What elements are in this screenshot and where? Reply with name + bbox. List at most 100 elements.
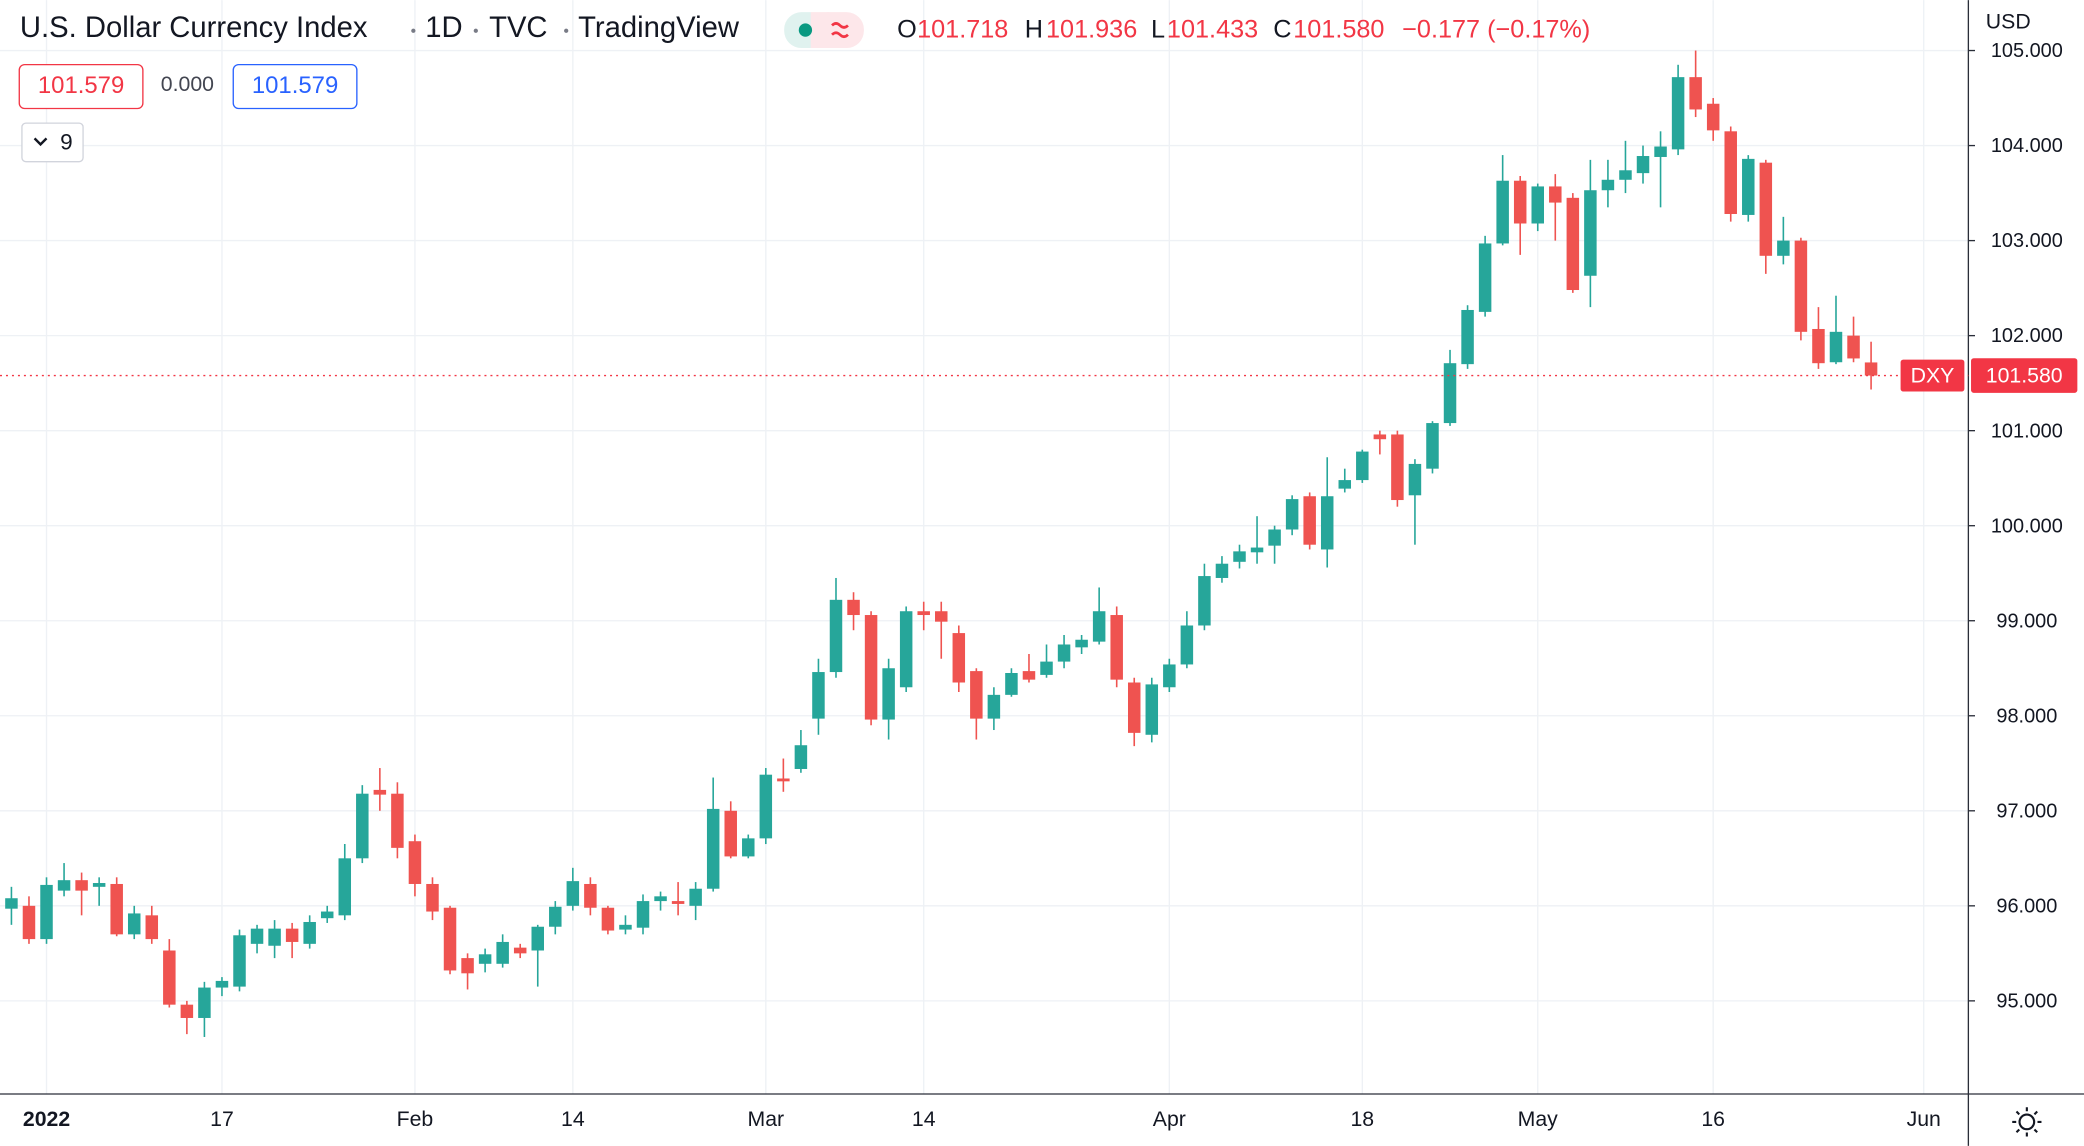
candle-body xyxy=(1356,451,1369,481)
y-tick-label: 103.000 xyxy=(1991,230,2063,252)
indicator-value: 101.579 xyxy=(38,72,124,99)
candle-body xyxy=(1478,243,1492,312)
candle-body xyxy=(443,907,457,971)
ohlc-key: C xyxy=(1273,15,1291,43)
candle-body xyxy=(5,898,18,909)
ohlc-key: O xyxy=(897,15,917,43)
candle-body xyxy=(1303,496,1316,545)
candle-body xyxy=(1531,186,1544,224)
candle-body xyxy=(1671,77,1685,150)
candle-body xyxy=(1145,684,1159,735)
candle-body xyxy=(935,611,948,622)
market-open-dot xyxy=(798,23,813,37)
y-tick-label: 104.000 xyxy=(1991,135,2063,157)
y-tick-label: 102.000 xyxy=(1991,325,2063,347)
candle-body xyxy=(952,633,966,683)
x-tick-label: 16 xyxy=(1701,1107,1725,1131)
interval: 1D xyxy=(425,12,462,44)
candle-body xyxy=(654,896,667,902)
candle-body xyxy=(478,954,492,964)
candle-body xyxy=(1285,499,1299,530)
candle-body xyxy=(1584,190,1597,276)
candle-body xyxy=(584,883,597,908)
candle-body xyxy=(127,913,141,935)
candle-body xyxy=(706,808,720,889)
x-tick-label: Mar xyxy=(748,1107,785,1131)
candle-body xyxy=(145,915,159,940)
candle-body xyxy=(1110,615,1123,680)
candle-body xyxy=(1636,156,1650,174)
y-tick-label: 97.000 xyxy=(1996,800,2057,822)
legend: U.S. Dollar Currency Index 1D TVC Tradin… xyxy=(18,12,1590,163)
candle-body xyxy=(917,611,930,616)
candle-body xyxy=(899,611,913,688)
candle-body xyxy=(1742,158,1755,215)
candle-body xyxy=(1268,529,1281,546)
candle-body xyxy=(1040,661,1053,675)
candle-body xyxy=(1338,480,1352,489)
y-tick-label: 101.000 xyxy=(1991,420,2063,442)
separator xyxy=(411,28,416,33)
candle-body xyxy=(1391,434,1404,501)
candle-body xyxy=(531,926,544,951)
candle-body xyxy=(22,905,36,940)
last-price-label: 101.580 xyxy=(1986,363,2063,387)
candle-body xyxy=(742,838,755,857)
y-tick-label: 105.000 xyxy=(1991,40,2063,62)
candle-body xyxy=(461,958,474,974)
x-tick-label: Apr xyxy=(1153,1107,1186,1131)
candle-body xyxy=(1057,644,1071,662)
candle-body xyxy=(513,947,527,954)
candle-body xyxy=(1864,362,1878,376)
candle-body xyxy=(1759,162,1773,256)
candle-body xyxy=(1373,434,1387,440)
x-tick-label: 14 xyxy=(561,1107,585,1131)
candle-body xyxy=(864,615,878,720)
last-price-tag xyxy=(1971,358,2078,393)
grid xyxy=(0,0,1969,1094)
indicator-box[interactable] xyxy=(18,63,144,110)
candle-body xyxy=(1461,309,1474,365)
symbol-label: DXY xyxy=(1911,363,1955,387)
candle-body xyxy=(1496,180,1509,244)
candle-body xyxy=(987,694,1001,719)
candle-body xyxy=(1320,496,1334,550)
indicator-box[interactable] xyxy=(232,63,358,110)
candle-body xyxy=(268,928,281,946)
separator xyxy=(473,28,478,33)
candle-body xyxy=(1163,664,1176,688)
candle-body xyxy=(1092,611,1106,642)
candle-body xyxy=(1215,563,1229,578)
candle-body xyxy=(57,880,71,891)
collapse-button[interactable] xyxy=(21,122,84,163)
candle-body xyxy=(1443,363,1457,424)
y-tick-label: 98.000 xyxy=(1996,705,2057,727)
candle-body xyxy=(40,884,53,940)
candle-body xyxy=(233,935,246,987)
x-tick-label: Feb xyxy=(397,1107,434,1131)
candle-body xyxy=(1777,240,1790,256)
candle-body xyxy=(1127,682,1141,733)
candle-body xyxy=(601,907,615,931)
x-tick-label: 14 xyxy=(912,1107,936,1131)
candle-body xyxy=(1005,673,1018,695)
candle-body xyxy=(320,911,334,919)
settings-icon[interactable] xyxy=(2012,1107,2042,1137)
candle-body xyxy=(794,745,808,769)
candle-body xyxy=(759,774,773,839)
candle-body xyxy=(1549,186,1562,203)
currency[interactable]: USD xyxy=(1986,9,2031,33)
indicator-value: 0.000 xyxy=(161,72,214,96)
candle-body xyxy=(636,901,650,928)
candle-body xyxy=(215,980,229,988)
x-tick-label: 17 xyxy=(210,1107,234,1131)
candle-body xyxy=(1794,240,1808,332)
candle-body xyxy=(566,881,580,906)
candle-body xyxy=(110,883,123,935)
candles xyxy=(5,50,1878,1037)
x-tick-label: 2022 xyxy=(23,1107,70,1131)
candle-body xyxy=(1408,463,1422,496)
price-overlay: DXY 101.580 xyxy=(0,358,2078,393)
